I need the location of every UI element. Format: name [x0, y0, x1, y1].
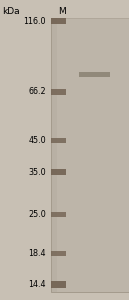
Bar	[79, 72, 110, 76]
Text: 35.0: 35.0	[28, 168, 46, 177]
Text: 25.0: 25.0	[28, 210, 46, 219]
Bar	[51, 281, 66, 288]
Bar	[51, 18, 66, 24]
Bar	[51, 212, 66, 217]
Text: M: M	[58, 7, 66, 16]
Bar	[51, 169, 66, 175]
Text: 45.0: 45.0	[28, 136, 46, 145]
Bar	[51, 138, 66, 143]
Text: 14.4: 14.4	[28, 280, 46, 289]
Text: 66.2: 66.2	[28, 87, 46, 96]
Text: kDa: kDa	[3, 7, 20, 16]
Bar	[57, 18, 129, 292]
Bar	[51, 251, 66, 256]
Text: 18.4: 18.4	[28, 249, 46, 258]
Bar	[51, 89, 66, 94]
Bar	[51, 18, 129, 292]
Text: 116.0: 116.0	[23, 16, 46, 26]
